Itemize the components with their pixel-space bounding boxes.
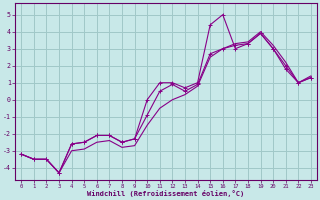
X-axis label: Windchill (Refroidissement éolien,°C): Windchill (Refroidissement éolien,°C): [87, 190, 245, 197]
